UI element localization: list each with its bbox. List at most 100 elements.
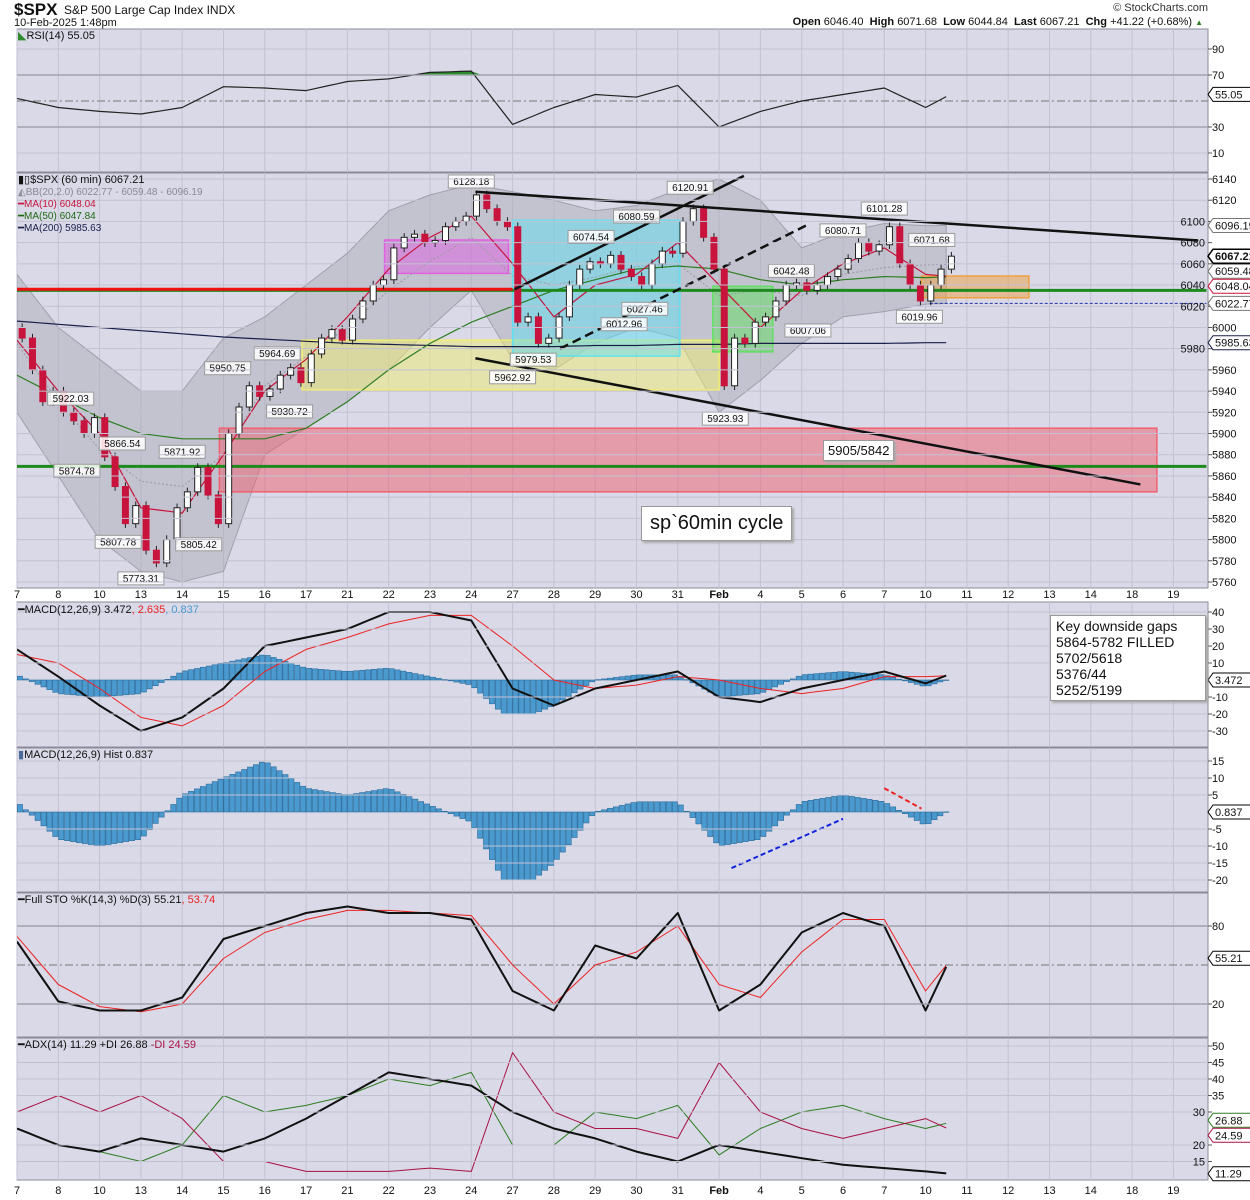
hist-histogram-bar — [258, 761, 265, 813]
hist-histogram-bar — [766, 811, 773, 832]
macd-histogram-bar — [288, 662, 295, 681]
macd-histogram-bar — [347, 670, 354, 681]
hist-histogram-bar — [654, 801, 661, 813]
price-point-label: 6101.28 — [860, 201, 908, 216]
date-axis-label: Feb — [709, 589, 729, 601]
value-tag — [1207, 672, 1250, 688]
macd-plot-area — [17, 611, 950, 732]
candlestick — [411, 229, 419, 242]
hist-histogram-bar — [548, 811, 554, 866]
point-label-box — [47, 391, 95, 406]
down-candle-body — [39, 369, 47, 403]
macd-histogram-bar — [76, 679, 82, 696]
date-axis-label: 8 — [55, 1185, 61, 1197]
brand-logo[interactable]: © StockCharts.com — [1113, 2, 1208, 14]
date-axis-label: 15 — [217, 1185, 229, 1197]
cycle-note: sp`60min cycle — [641, 506, 793, 541]
macd-histogram-bar — [87, 679, 94, 697]
histogram-icon: ▮ — [18, 749, 25, 761]
candlestick — [896, 222, 904, 269]
macd-histogram-bar — [477, 679, 484, 694]
hist-histogram-bar — [282, 774, 289, 813]
hist-histogram-bar — [247, 766, 253, 813]
price-point-label: 6120.91 — [666, 180, 714, 195]
value-tag — [1207, 217, 1250, 233]
macd-value-tag-label: 3.472 — [1215, 675, 1243, 687]
down-candle-body — [503, 220, 511, 228]
gap-item: 5864-5782 FILLED — [1056, 634, 1175, 650]
candlestick — [885, 222, 893, 249]
date-axis-label: 7 — [881, 589, 887, 601]
macd-histogram-bar — [412, 673, 419, 681]
high-value: 6071.68 — [897, 16, 937, 28]
hist-histogram-bar — [170, 804, 177, 813]
macd-histogram-bar — [612, 677, 619, 681]
price-axis-label: 5840 — [1212, 492, 1236, 504]
price-point-label: 5962.92 — [489, 370, 537, 385]
macd-histogram-bar — [276, 659, 283, 681]
hist-histogram-bar — [424, 803, 430, 813]
date-axis-label: 21 — [341, 589, 353, 601]
price-axis-label: 5860 — [1212, 471, 1236, 483]
macd-histogram-bar — [730, 679, 737, 697]
macd-histogram-bar — [772, 679, 779, 688]
candlestick — [669, 246, 677, 258]
macd-histogram-bar — [548, 679, 554, 708]
macd-histogram-bar — [129, 679, 135, 695]
macd-histogram-bar — [624, 675, 631, 681]
macd-histogram-bar — [317, 669, 324, 681]
macd-histogram-bar — [176, 672, 183, 681]
price-point-label: 5866.54 — [98, 436, 146, 451]
lower-wedge-trendline — [475, 356, 1141, 486]
candlestick — [710, 233, 718, 274]
up-candle-body — [452, 220, 460, 228]
point-label-text: 6128.18 — [453, 177, 490, 188]
hist-histogram-bar — [801, 801, 808, 813]
ma10-line — [17, 215, 947, 514]
bb-legend: ◭BB(20,2.0) 6022.77 - 6059.48 - 6096.19 — [18, 187, 203, 199]
hist-histogram-bar — [306, 788, 312, 813]
date-axis-label: 22 — [383, 589, 395, 601]
candlestick — [545, 333, 553, 348]
macd-histogram-bar — [211, 664, 218, 681]
macd-histogram-bar — [406, 672, 413, 681]
date-axis-label: 14 — [176, 589, 188, 601]
candlestick — [39, 365, 47, 406]
hist-histogram-bar — [725, 811, 731, 845]
ma50-legend-text: MA(50) 6047.84 — [24, 211, 96, 222]
adx-value-tag-label: 24.59 — [1215, 1130, 1243, 1142]
candlestick — [214, 490, 222, 528]
hist-histogram-bar — [453, 811, 460, 817]
macd-histogram-bar — [164, 679, 171, 681]
date-axis-label: 30 — [630, 589, 642, 601]
macd-histogram-bar — [542, 679, 548, 710]
point-label-text: 5962.92 — [495, 373, 532, 384]
macd-hist-legend: , 0.837 — [165, 604, 199, 616]
up-candle-body — [607, 254, 615, 265]
up-candle-body — [349, 318, 357, 341]
candlestick — [751, 317, 759, 348]
price-point-label: 6074.54 — [567, 229, 615, 244]
up-candle-body — [173, 507, 181, 541]
macd-histogram-bar — [140, 679, 147, 693]
macd-histogram-bar — [424, 675, 430, 681]
hist-legend: ▮MACD(12,26,9) Hist 0.837 — [18, 749, 153, 761]
point-label-box — [489, 370, 537, 385]
sto-panel: 80 20 55.21 — [16, 892, 1250, 1038]
up-candle-body — [441, 226, 449, 242]
adx-axis-label: 45 — [1212, 1058, 1224, 1070]
macd-histogram-bar — [135, 679, 141, 695]
macd-histogram-bar — [471, 679, 478, 689]
low-value: 6044.84 — [968, 16, 1008, 28]
hist-histogram-bar — [660, 801, 666, 813]
candlestick — [679, 217, 687, 258]
up-candle-body — [132, 505, 140, 525]
hist-histogram-bar — [601, 809, 607, 813]
candlestick — [834, 264, 842, 281]
point-label-text: 6027.46 — [627, 304, 664, 315]
point-label-text: 6071.68 — [914, 235, 951, 246]
hist-histogram-bar — [105, 811, 112, 845]
date-axis-label: Feb — [709, 1185, 729, 1197]
macd-histogram-bar — [565, 679, 572, 697]
hist-histogram-bar — [471, 811, 478, 828]
